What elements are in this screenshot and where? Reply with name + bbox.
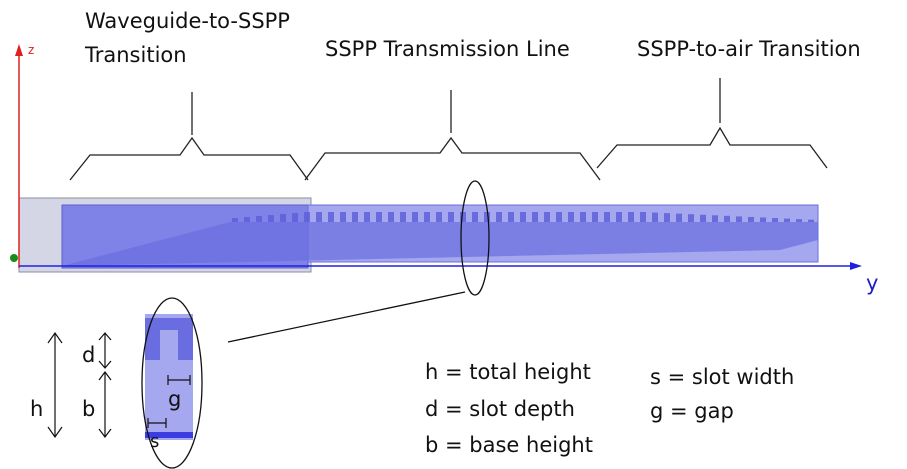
tooth	[376, 212, 382, 222]
tooth	[328, 212, 334, 222]
tooth	[736, 216, 742, 222]
focus-ellipse	[460, 180, 490, 296]
tooth	[412, 212, 418, 222]
zoom-line	[227, 291, 466, 343]
tooth	[424, 212, 430, 222]
tooth	[568, 212, 574, 222]
tooth	[652, 212, 658, 222]
origin	[10, 254, 18, 262]
legend-item: d = slot depth	[425, 397, 575, 421]
axis-label: z	[28, 43, 34, 57]
d-heads	[98, 332, 112, 369]
tooth	[268, 215, 274, 222]
tooth	[700, 214, 706, 222]
tooth	[532, 212, 538, 222]
tooth	[436, 212, 442, 222]
tooth	[388, 212, 394, 222]
tooth	[484, 212, 490, 222]
tooth	[676, 213, 682, 222]
legend-item: g = gap	[650, 399, 734, 423]
tooth	[616, 212, 622, 222]
tooth	[460, 212, 466, 222]
dim-label: d	[82, 343, 95, 367]
tooth	[808, 219, 814, 222]
dim-label: s	[150, 431, 159, 452]
dim-label: h	[30, 397, 43, 421]
teeth	[232, 212, 814, 222]
tooth	[664, 213, 670, 222]
tooth	[508, 212, 514, 222]
tooth	[472, 212, 478, 222]
tooth	[784, 218, 790, 222]
tooth	[316, 212, 322, 222]
dim-label: b	[82, 397, 95, 421]
tooth	[520, 212, 526, 222]
tooth	[556, 212, 562, 222]
dim-label: g	[168, 387, 181, 411]
legend-item: s = slot width	[650, 365, 794, 389]
axis-label: y	[866, 271, 878, 295]
brace	[304, 136, 601, 181]
section-label: Transition	[84, 43, 187, 67]
tooth	[628, 212, 634, 222]
tooth	[688, 214, 694, 222]
tooth	[640, 212, 646, 222]
brace	[69, 136, 309, 181]
tooth	[340, 212, 346, 222]
tooth	[580, 212, 586, 222]
h-heads	[47, 331, 63, 439]
tooth	[772, 218, 778, 222]
tooth	[796, 219, 802, 222]
dimension-lines	[47, 331, 191, 439]
tooth	[244, 217, 250, 222]
tooth	[760, 217, 766, 222]
tooth	[280, 214, 286, 222]
tooth	[232, 218, 238, 222]
brace	[596, 126, 828, 169]
legend-item: h = total height	[425, 360, 591, 384]
section-label: Waveguide-to-SSPP	[85, 9, 290, 33]
tooth	[604, 212, 610, 222]
sspp-strip	[62, 222, 818, 266]
legend-item: b = base height	[425, 433, 593, 457]
z-arrow	[15, 44, 23, 56]
tooth	[304, 212, 310, 222]
cell-base	[145, 432, 193, 438]
tooth	[496, 212, 502, 222]
tooth	[724, 215, 730, 222]
tooth	[748, 216, 754, 222]
tooth	[712, 215, 718, 222]
tooth	[292, 213, 298, 222]
zoom-ellipse	[141, 297, 203, 469]
tooth	[256, 216, 262, 222]
s-ends	[147, 418, 167, 428]
b-heads	[98, 371, 112, 438]
tooth	[400, 212, 406, 222]
g-ends	[167, 375, 191, 385]
tooth	[448, 212, 454, 222]
braces	[69, 78, 828, 181]
section-label: SSPP Transmission Line	[325, 37, 570, 61]
tooth	[364, 212, 370, 222]
section-label: SSPP-to-air Transition	[637, 37, 861, 61]
cell-tooth	[145, 318, 193, 360]
tooth	[352, 212, 358, 222]
y-arrow	[850, 262, 862, 270]
tooth	[592, 212, 598, 222]
tooth	[544, 212, 550, 222]
